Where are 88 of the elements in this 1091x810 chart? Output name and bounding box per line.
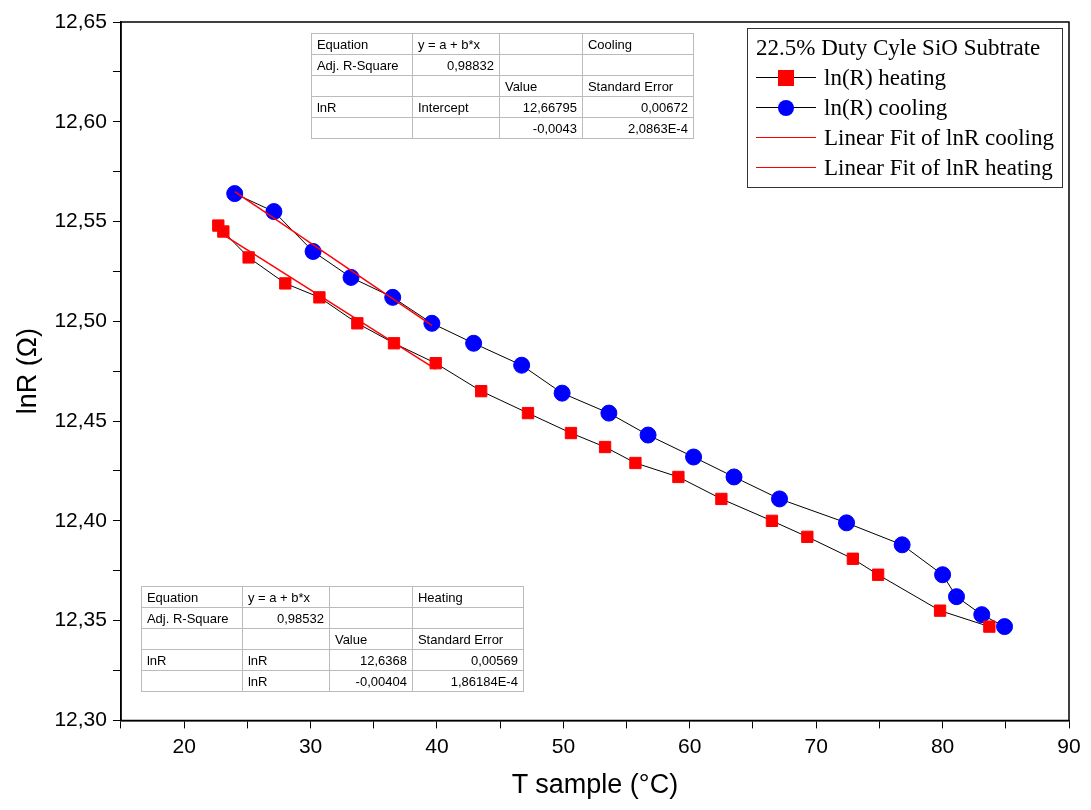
annotation: y = a + b*x (242, 586, 330, 608)
annotation: Heating (412, 586, 524, 608)
x-tick-label: 30 (298, 733, 323, 757)
annotation: Standard Error (412, 628, 524, 650)
annotation: Value (499, 75, 583, 97)
y-tick-label: 12,35 (54, 607, 107, 631)
annotation: lnR (311, 96, 413, 118)
annotation: lnR (242, 670, 330, 692)
annotation: 0,00672 (582, 96, 694, 118)
x-tick-label: 70 (804, 733, 828, 757)
point (838, 514, 856, 532)
annotation: 12,6368 (329, 649, 413, 671)
point (304, 242, 322, 260)
point (429, 357, 442, 370)
point (265, 203, 283, 221)
point (846, 552, 859, 565)
point (279, 277, 292, 290)
y-tick-label: 12,40 (54, 507, 107, 531)
annotation: lnR (141, 649, 243, 671)
annotation: Standard Error (582, 75, 694, 97)
point (934, 566, 952, 584)
point (639, 426, 657, 444)
y-tick-label: 12,60 (54, 108, 107, 132)
annotation: Intercept (412, 96, 500, 118)
annotation: Cooling (582, 33, 694, 55)
legend-title: 22.5% Duty Cyle SiO Subtrate (756, 34, 1042, 62)
point (423, 314, 441, 332)
point (465, 334, 483, 352)
point (725, 468, 743, 486)
y-tick-label: 12,45 (54, 407, 107, 431)
point (629, 456, 642, 470)
point (933, 604, 947, 617)
x-tick-label: 20 (172, 733, 196, 757)
point (715, 492, 728, 506)
y-tick-label: 12,50 (54, 308, 107, 332)
point (996, 618, 1014, 636)
annotation: 2,0863E-4 (582, 117, 694, 139)
point (313, 291, 326, 304)
annotation: Value (329, 628, 413, 650)
annotation: 0,98832 (412, 54, 500, 76)
point (765, 514, 779, 528)
annotation: Adj. R-Square (141, 607, 243, 629)
point (553, 384, 571, 402)
point (801, 530, 814, 543)
y-axis-title: lnR (Ω) (11, 328, 42, 415)
x-tick-label: 40 (425, 733, 449, 757)
annotation: -0,0043 (499, 117, 583, 139)
annotation: y = a + b*x (412, 33, 500, 55)
point (513, 356, 531, 374)
point (871, 568, 885, 581)
point (226, 185, 244, 203)
point (973, 606, 991, 624)
legend-label: Linear Fit of lnR cooling (824, 124, 1054, 152)
point (217, 225, 230, 238)
point (598, 440, 612, 454)
point (893, 536, 911, 554)
point (564, 426, 578, 440)
point (342, 268, 360, 286)
point (672, 470, 685, 484)
annotation: Adj. R-Square (311, 54, 413, 76)
annotation: 0,00569 (412, 649, 524, 671)
point (983, 620, 996, 633)
point (242, 251, 255, 264)
point (771, 490, 789, 508)
annotation: 12,66795 (499, 96, 583, 118)
annotation: Equation (311, 33, 413, 55)
x-axis-title: T sample (°C) (511, 769, 679, 800)
y-tick-label: 12,55 (54, 208, 107, 232)
legend-label: Linear Fit of lnR heating (824, 154, 1053, 182)
x-tick-label: 50 (551, 733, 576, 757)
legend-label: ln(R) heating (824, 64, 946, 92)
point (685, 448, 703, 466)
legend-label: ln(R) cooling (824, 94, 948, 122)
point (600, 404, 618, 422)
annotation: lnR (242, 649, 330, 671)
y-tick-label: 12,65 (54, 8, 107, 32)
point (351, 317, 364, 330)
x-tick-label: 60 (678, 733, 702, 757)
annotation: 0,98532 (242, 607, 330, 629)
annotation: -0,00404 (329, 670, 413, 692)
point (475, 385, 488, 398)
y-tick-label: 12,30 (54, 707, 107, 731)
x-tick-label: 90 (1057, 733, 1081, 757)
point (521, 406, 535, 420)
annotation: Equation (141, 586, 243, 608)
point (948, 588, 965, 606)
x-tick-label: 80 (930, 733, 955, 757)
annotation: 1,86184E-4 (412, 670, 524, 692)
